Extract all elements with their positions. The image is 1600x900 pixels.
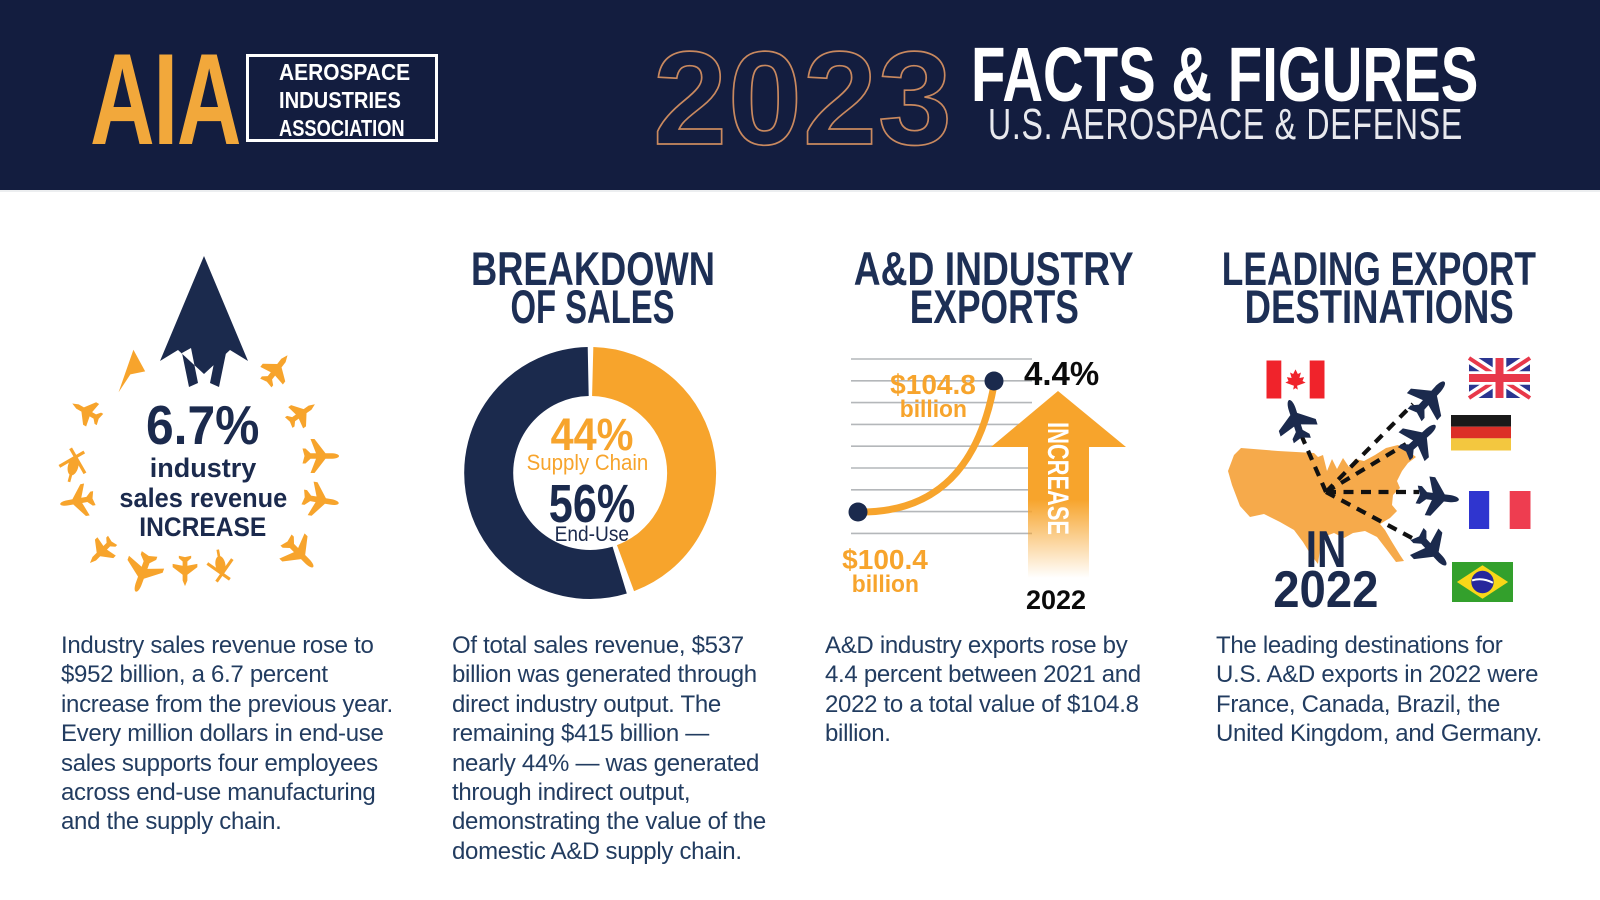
svg-text:INCREASE: INCREASE: [1041, 422, 1074, 535]
